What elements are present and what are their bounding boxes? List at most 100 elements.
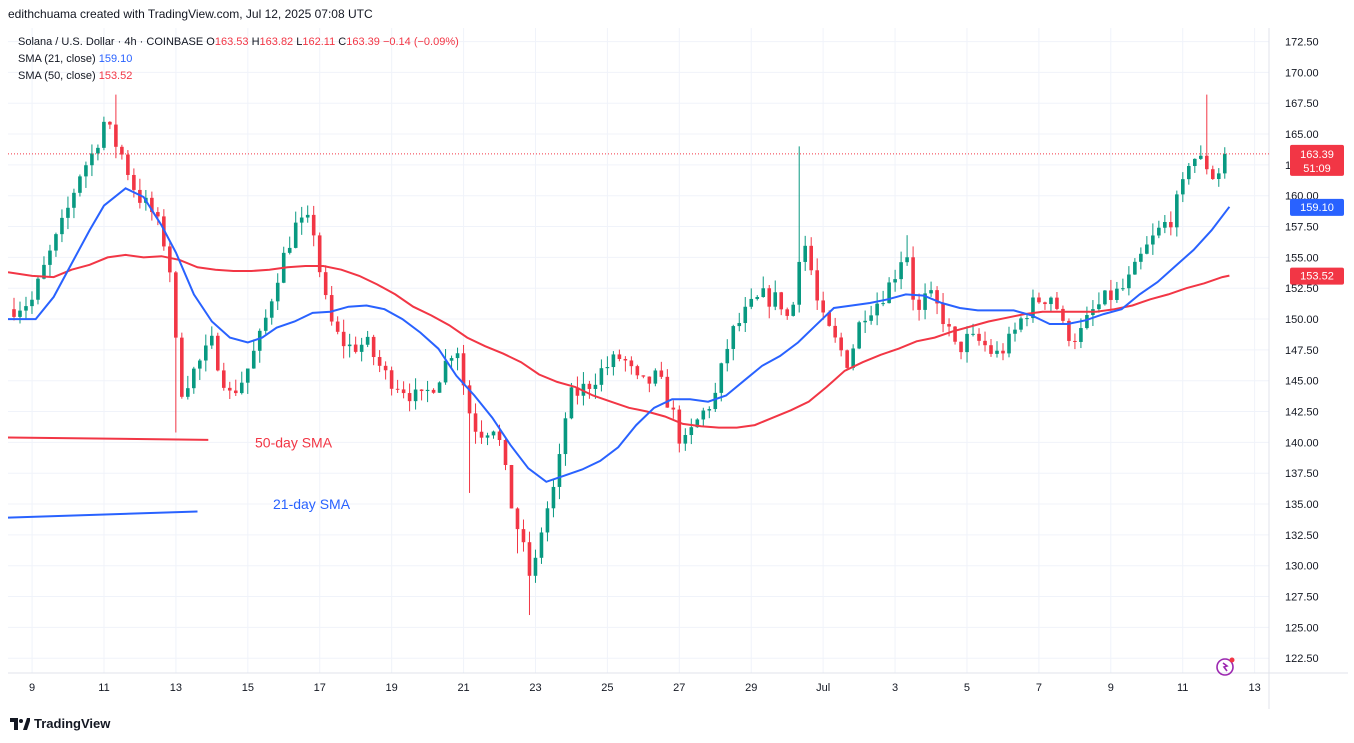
candle-body — [737, 323, 742, 327]
candle-body — [653, 370, 658, 384]
annotation-line — [7, 436, 209, 441]
candle-body — [887, 282, 891, 304]
candle-body — [168, 246, 172, 273]
candle-body — [743, 306, 748, 324]
sma-price-label: 159.10 — [1300, 202, 1334, 214]
candle-body — [701, 410, 706, 420]
time-tick-label: 5 — [964, 682, 970, 694]
chart-frame[interactable]: 50-day SMA 21-day SMA 172.50 170.00 167.50 1… — [7, 28, 1348, 709]
price-tick-label: 140.00 — [1285, 437, 1319, 449]
candle-body — [1067, 320, 1071, 341]
candle-body — [899, 262, 903, 280]
candle-body — [509, 465, 514, 509]
price-chart[interactable]: 50-day SMA 21-day SMA 172.50 170.00 167.50 1… — [7, 28, 1348, 709]
last-price-tag — [1290, 144, 1344, 176]
candle-body — [215, 335, 220, 371]
candle-body — [263, 317, 268, 331]
sma21-row[interactable]: SMA (21, close) 159.10 — [18, 51, 459, 68]
candle-body — [108, 121, 112, 125]
candle-body — [983, 340, 987, 346]
candle-body — [599, 368, 604, 385]
candle-body — [353, 344, 358, 352]
h-value: 163.82 — [259, 36, 294, 48]
candle-body — [407, 393, 412, 402]
candle-body — [1007, 333, 1011, 354]
candle-body — [815, 270, 819, 301]
o-label: O — [206, 36, 215, 48]
price-tick-label: 142.50 — [1285, 407, 1319, 419]
sma50-row[interactable]: SMA (50, close) 153.52 — [18, 68, 459, 85]
candle-body — [557, 454, 562, 487]
candle-body — [467, 385, 472, 414]
time-tick-label: 11 — [98, 682, 109, 694]
candle-body — [30, 299, 34, 307]
annotation-text: 21-day SMA — [273, 496, 351, 512]
candle-body — [647, 376, 652, 384]
candle-body — [180, 337, 184, 397]
candle-body — [803, 245, 807, 262]
candle-body — [257, 330, 262, 351]
price-tick-label: 167.50 — [1285, 98, 1319, 110]
sma50-label: SMA (50, close) — [18, 70, 96, 82]
candle-body — [767, 288, 772, 307]
time-tick-label: 23 — [529, 682, 541, 694]
candle-body — [833, 325, 837, 338]
candle-body — [431, 389, 436, 393]
candle-body — [395, 388, 400, 390]
time-tick-label: 9 — [1108, 682, 1114, 694]
time-tick-label: 11 — [1177, 682, 1188, 694]
candle-body — [911, 257, 915, 300]
footer-brand[interactable]: TradingView — [10, 716, 110, 731]
price-tick-label: 130.00 — [1285, 561, 1319, 573]
candle-body — [419, 389, 424, 392]
sma21-line — [8, 187, 1231, 483]
candle-body — [821, 300, 825, 313]
candle-body — [941, 303, 945, 325]
candle-body — [1043, 302, 1047, 305]
candle-body — [245, 368, 250, 383]
candle-body — [689, 427, 694, 436]
candle-body — [1037, 297, 1041, 303]
candle-body — [120, 146, 124, 155]
candle-body — [269, 301, 274, 318]
candle-body — [671, 407, 676, 410]
sma50-line — [7, 253, 1230, 429]
candle-body — [1121, 288, 1125, 290]
candle-body — [425, 389, 430, 392]
candle-body — [959, 341, 963, 353]
time-tick-label: 19 — [386, 682, 398, 694]
candle-body — [299, 217, 304, 223]
candle-body — [174, 272, 178, 338]
candle-body — [287, 247, 292, 253]
candle-body — [779, 292, 784, 310]
candle-body — [96, 147, 100, 154]
candle-body — [365, 336, 370, 345]
price-tick-label: 165.00 — [1285, 129, 1319, 141]
candle-body — [1115, 288, 1119, 300]
candle-body — [575, 387, 580, 396]
candle-body — [527, 542, 532, 576]
candle-body — [36, 278, 40, 300]
candle-body — [503, 439, 508, 466]
candle-body — [66, 207, 70, 218]
candle-body — [473, 413, 478, 432]
candle-body — [593, 384, 598, 389]
candle-body — [857, 322, 861, 349]
candle-body — [989, 345, 993, 354]
candle-body — [1013, 329, 1017, 334]
replay-icon[interactable] — [1216, 657, 1235, 676]
candle-body — [24, 306, 28, 311]
price-tick-label: 152.50 — [1285, 283, 1319, 295]
candle-body — [48, 250, 52, 265]
candle-body — [977, 333, 981, 341]
candle-body — [719, 363, 724, 393]
candle-body — [437, 382, 442, 393]
price-tick-label: 157.50 — [1285, 222, 1319, 234]
candle-body — [539, 532, 544, 558]
candle-body — [947, 324, 951, 327]
candle-body — [725, 348, 730, 364]
candle-body — [126, 154, 130, 175]
candle-body — [785, 309, 790, 316]
candle-body — [929, 290, 933, 294]
candle-body — [563, 418, 568, 455]
